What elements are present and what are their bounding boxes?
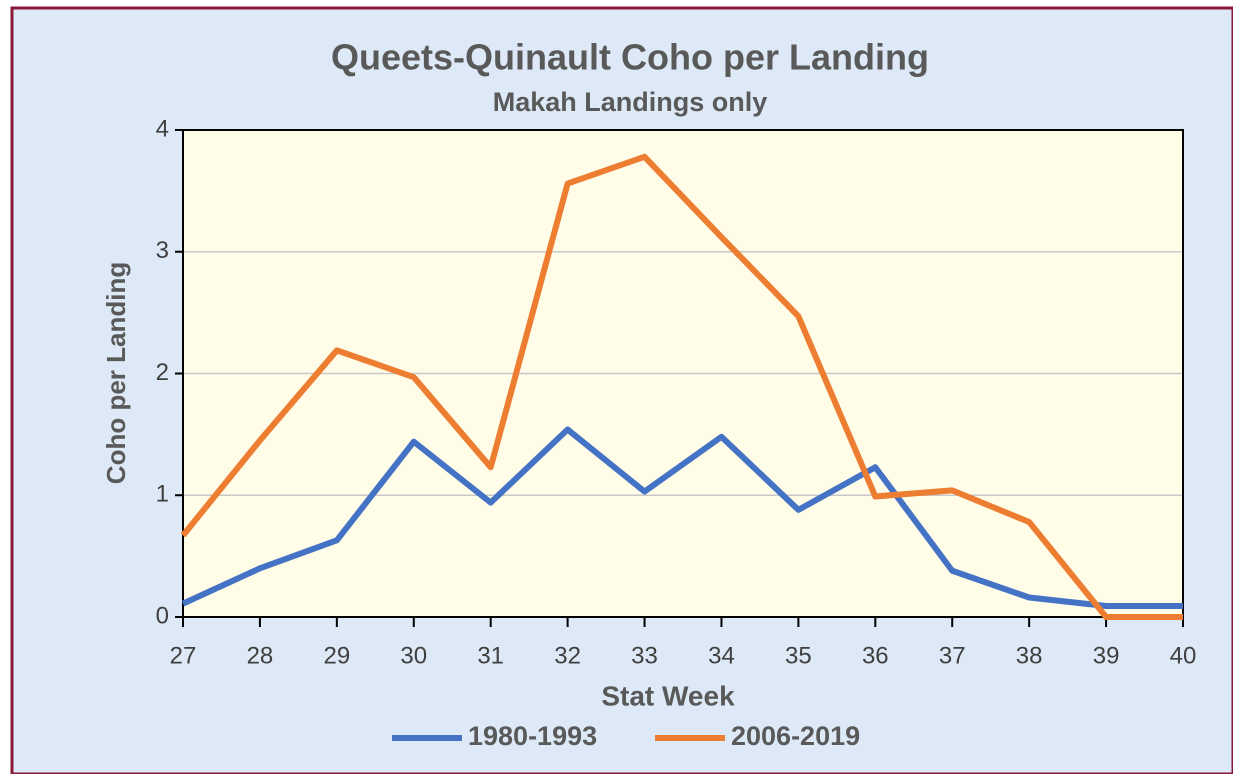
x-tick-label: 30 — [400, 642, 427, 669]
x-tick-label: 33 — [631, 642, 658, 669]
y-axis-title: Coho per Landing — [101, 262, 131, 484]
y-tick-label: 2 — [156, 359, 169, 386]
x-tick-label: 37 — [939, 642, 966, 669]
x-tick-label: 34 — [708, 642, 735, 669]
y-tick-label: 1 — [156, 481, 169, 508]
legend-label: 1980-1993 — [468, 721, 597, 751]
chart-subtitle: Makah Landings only — [493, 87, 768, 117]
x-axis-title: Stat Week — [601, 680, 735, 711]
data-line — [180, 153, 1183, 620]
x-tick-label: 29 — [323, 642, 350, 669]
y-tick-label: 4 — [156, 115, 169, 142]
x-tick-label: 32 — [554, 642, 581, 669]
x-tick-label: 38 — [1016, 642, 1043, 669]
plot-border — [182, 129, 1184, 618]
data-line — [181, 426, 1183, 610]
y-tick-label: 3 — [156, 237, 169, 264]
x-tick-label: 31 — [477, 642, 504, 669]
y-tick-label: 0 — [156, 602, 169, 629]
chart-title: Queets-Quinault Coho per Landing — [331, 37, 929, 78]
x-tick-label: 35 — [785, 642, 812, 669]
x-tick-label: 27 — [170, 642, 197, 669]
x-tick-label: 39 — [1093, 642, 1120, 669]
x-tick-label: 40 — [1170, 642, 1197, 669]
x-tick-label: 36 — [862, 642, 889, 669]
x-tick-label: 28 — [247, 642, 274, 669]
legend-label: 2006-2019 — [731, 721, 860, 751]
